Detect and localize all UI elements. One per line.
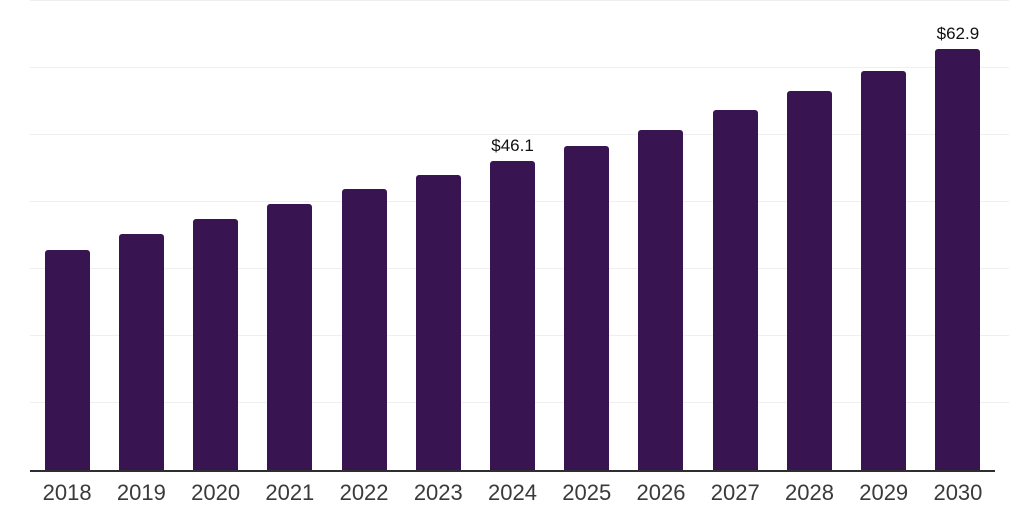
x-tick-label: 2029 <box>859 480 909 505</box>
bar-2028 <box>786 90 832 470</box>
bar-slot <box>30 1 104 470</box>
bars: $46.1 $62.9 <box>30 1 995 470</box>
x-tick-label: 2024 <box>488 480 537 505</box>
x-tick-label: 2022 <box>339 480 389 505</box>
bar-2030 <box>935 48 981 470</box>
bar-2026 <box>638 129 684 470</box>
bar-2019 <box>118 233 164 470</box>
bar-2029 <box>861 70 907 470</box>
x-tick-label: 2030 <box>933 480 983 505</box>
bar-slot <box>327 1 401 470</box>
x-tick-label: 2025 <box>562 480 612 505</box>
x-tick-label: 2019 <box>116 480 166 505</box>
bar-slot: $62.9 <box>921 1 995 470</box>
bar-slot <box>550 1 624 470</box>
x-tick-label: 2023 <box>413 480 463 505</box>
bar-2018 <box>44 250 90 470</box>
x-tick-label: 2026 <box>636 480 686 505</box>
bar-slot <box>104 1 178 470</box>
bar-value-label: $62.9 <box>936 23 980 43</box>
bar-2020 <box>193 219 239 470</box>
x-axis-labels: 2018 2019 2020 2021 2022 2023 2024 2025 2026 2027… <box>30 480 995 505</box>
x-tick-label: 2021 <box>265 480 315 505</box>
bar-slot <box>178 1 252 470</box>
x-tick-label: 2020 <box>191 480 241 505</box>
bar-2021 <box>267 204 313 470</box>
bar-2027 <box>712 110 758 470</box>
bar-slot <box>847 1 921 470</box>
bar-2023 <box>415 174 461 470</box>
x-tick-label: 2018 <box>42 480 92 505</box>
bar-2025 <box>564 145 610 470</box>
bar-slot <box>624 1 698 470</box>
bar-slot <box>698 1 772 470</box>
bar-2024 <box>490 161 536 470</box>
plot-area: $46.1 $62.9 <box>30 0 1009 472</box>
bar-slot <box>772 1 846 470</box>
bar-slot <box>253 1 327 470</box>
bar-slot: $46.1 <box>475 1 549 470</box>
bar-value-label: $46.1 <box>491 136 534 156</box>
x-tick-label: 2027 <box>710 480 760 505</box>
bar-2022 <box>341 188 387 470</box>
bar-slot <box>401 1 475 470</box>
x-tick-label: 2028 <box>784 480 834 505</box>
